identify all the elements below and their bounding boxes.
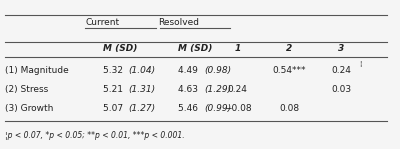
Text: (1) Magnitude: (1) Magnitude (5, 66, 69, 75)
Text: 4.49: 4.49 (178, 66, 201, 75)
Text: Current: Current (86, 18, 120, 27)
Text: M (SD): M (SD) (178, 44, 212, 53)
Text: 1: 1 (235, 44, 241, 53)
Text: M (SD): M (SD) (103, 44, 137, 53)
Text: −0.08: −0.08 (224, 104, 252, 113)
Text: (1.04): (1.04) (128, 66, 156, 75)
Text: ¦p < 0.07, *p < 0.05; **p < 0.01, ***p < 0.001.: ¦p < 0.07, *p < 0.05; **p < 0.01, ***p <… (5, 131, 185, 140)
Text: 0.08: 0.08 (279, 104, 300, 113)
Text: 0.03: 0.03 (331, 85, 351, 94)
Text: 0.24: 0.24 (228, 85, 248, 94)
Text: 5.21: 5.21 (103, 85, 126, 94)
Text: (1.31): (1.31) (128, 85, 156, 94)
Text: (2) Stress: (2) Stress (5, 85, 49, 94)
Text: Resolved: Resolved (158, 18, 199, 27)
Text: 5.32: 5.32 (103, 66, 126, 75)
Text: (0.99): (0.99) (204, 104, 231, 113)
Text: 3: 3 (338, 44, 344, 53)
Text: 0.24: 0.24 (331, 66, 351, 75)
Text: 0.54***: 0.54*** (273, 66, 306, 75)
Text: 2: 2 (286, 44, 292, 53)
Text: (0.98): (0.98) (204, 66, 231, 75)
Text: ¦: ¦ (359, 61, 361, 67)
Text: (1.27): (1.27) (128, 104, 156, 113)
Text: (1.29): (1.29) (204, 85, 231, 94)
Text: 4.63: 4.63 (178, 85, 201, 94)
Text: (3) Growth: (3) Growth (5, 104, 54, 113)
Text: 5.46: 5.46 (178, 104, 201, 113)
Text: 5.07: 5.07 (103, 104, 126, 113)
